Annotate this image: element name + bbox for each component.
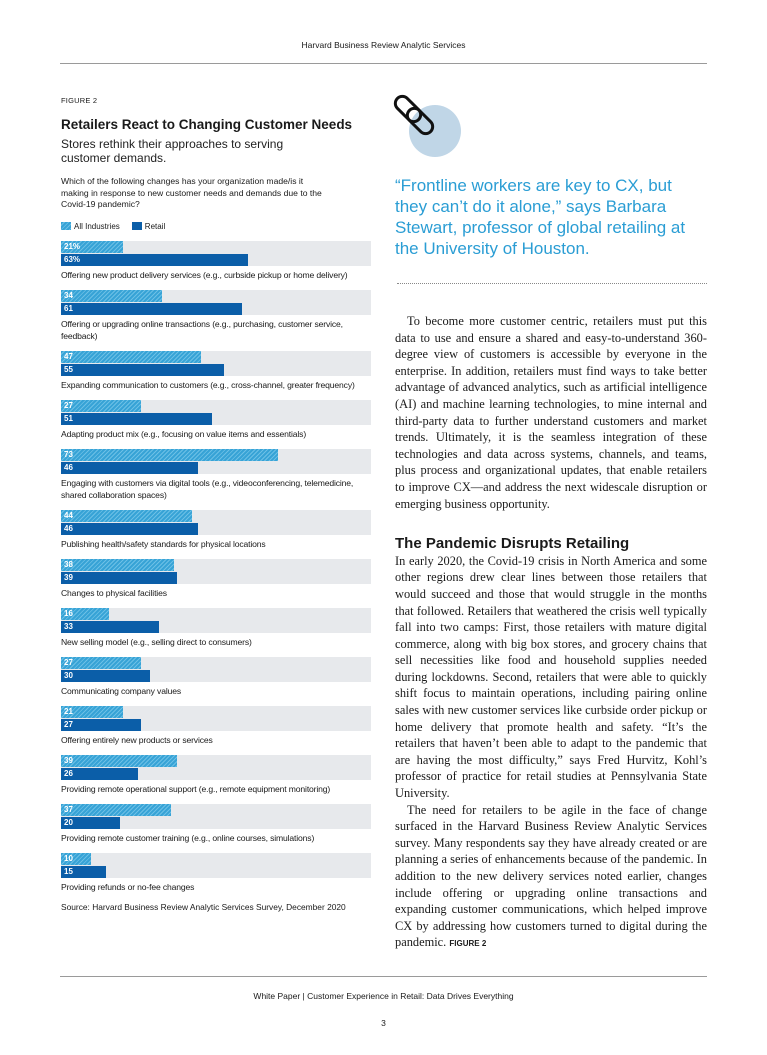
bar-all-industries: 16 — [61, 607, 109, 620]
header-rule — [60, 63, 707, 64]
category-label: Providing remote operational support (e.… — [61, 783, 331, 794]
bar-retail: 61 — [61, 302, 243, 315]
chart-row: 21 27 Offering entirely new products or se… — [61, 705, 373, 746]
bar-retail: 46 — [61, 522, 198, 535]
bar-retail: 51 — [61, 412, 213, 425]
bar-track: 10 15 — [61, 852, 371, 878]
bar-track: 27 30 — [61, 656, 371, 682]
chart-row: 10 15 Providing refunds or no-fee changes — [61, 852, 373, 893]
bar-all-industries: 21 — [61, 705, 124, 718]
chart-row: 16 33 New selling model (e.g., selling dir… — [61, 607, 373, 648]
category-label: Communicating company values — [61, 685, 181, 696]
category-label: Engaging with customers via digital tool… — [61, 477, 354, 500]
chart-subtitle: Stores rethink their approaches to servi… — [61, 137, 284, 165]
category-label: Adapting product mix (e.g., focusing on … — [61, 428, 307, 439]
category-label: New selling model (e.g., selling direct … — [61, 636, 252, 647]
bar-retail: 15 — [61, 865, 106, 878]
chart-row: 44 46 Publishing health/safety standards f… — [61, 509, 373, 550]
bar-retail: 46 — [61, 461, 198, 474]
bar-retail: 26 — [61, 767, 139, 780]
bar-all-industries: 21% — [61, 240, 124, 253]
bar-track: 38 39 — [61, 558, 371, 584]
bar-all-industries: 39 — [61, 754, 177, 767]
category-label: Expanding communication to customers (e.… — [61, 379, 355, 390]
article-body: To become more customer centric, retaile… — [395, 313, 707, 953]
figure-label: FIGURE 2 — [61, 96, 98, 105]
bar-track: 47 55 — [61, 350, 371, 376]
pull-quote: “Frontline workers are key to CX, but th… — [395, 176, 686, 258]
bar-track: 73 46 — [61, 448, 371, 474]
bar-track: 21% 63% — [61, 240, 371, 266]
bar-retail: 55 — [61, 363, 225, 376]
bar-all-industries: 47 — [61, 350, 201, 363]
chain-link-icon — [393, 94, 461, 157]
bar-all-industries: 27 — [61, 399, 142, 412]
chart-row: 47 55 Expanding communication to customers… — [61, 350, 373, 391]
bar-retail: 63% — [61, 253, 249, 266]
bar-all-industries: 44 — [61, 509, 192, 522]
bar-all-industries: 34 — [61, 289, 162, 302]
category-label: Offering or upgrading online transaction… — [61, 318, 343, 341]
running-header: Harvard Business Review Analytic Service… — [301, 40, 466, 50]
bar-all-industries: 10 — [61, 852, 91, 865]
legend-retail: Retail — [131, 222, 165, 231]
category-label: Providing refunds or no-fee changes — [61, 881, 195, 892]
bar-retail: 20 — [61, 816, 121, 829]
chart-row: 27 51 Adapting product mix (e.g., focusing… — [61, 399, 373, 440]
chart-row: 34 61 Offering or upgrading online transac… — [61, 289, 373, 342]
bar-track: 16 33 — [61, 607, 371, 633]
bar-retail: 33 — [61, 620, 159, 633]
paragraph: To become more customer centric, retaile… — [395, 314, 707, 511]
category-label: Publishing health/safety standards for p… — [61, 538, 266, 549]
section-heading: The Pandemic Disrupts Retailing — [395, 535, 630, 553]
page-number: 3 — [381, 1018, 386, 1028]
bar-chart: 21% 63% Offering new product delivery serv… — [61, 240, 373, 893]
bar-track: 34 61 — [61, 289, 371, 315]
figure: FIGURE 2 Retailers React to Changing Cus… — [61, 96, 373, 912]
legend-swatch — [61, 222, 71, 231]
chart-row: 39 26 Providing remote operational support… — [61, 754, 373, 795]
chart-row: 27 30 Communicating company values — [61, 656, 373, 697]
bar-retail: 30 — [61, 669, 151, 682]
survey-question: Which of the following changes has your … — [61, 176, 322, 209]
chart-title: Retailers React to Changing Customer Nee… — [61, 117, 353, 132]
bar-all-industries: 27 — [61, 656, 142, 669]
chart-row: 21% 63% Offering new product delivery serv… — [61, 240, 373, 281]
category-label: Providing remote customer training (e.g.… — [61, 832, 315, 843]
chart-row: 37 20 Providing remote customer training (… — [61, 803, 373, 844]
category-label: Changes to physical facilities — [61, 587, 167, 598]
quote-divider — [397, 283, 707, 284]
bar-all-industries: 38 — [61, 558, 174, 571]
category-label: Offering new product delivery services (… — [61, 269, 348, 280]
bar-track: 39 26 — [61, 754, 371, 780]
chart-row: 73 46 Engaging with customers via digital … — [61, 448, 373, 501]
bar-all-industries: 73 — [61, 448, 278, 461]
bar-track: 27 51 — [61, 399, 371, 425]
bar-all-industries: 37 — [61, 803, 171, 816]
figure-reference: FIGURE 2 — [449, 939, 487, 949]
category-label: Offering entirely new products or servic… — [61, 734, 213, 745]
bar-track: 21 27 — [61, 705, 371, 731]
legend: All Industries Retail — [61, 222, 373, 231]
footer: White Paper | Customer Experience in Ret… — [253, 991, 514, 1001]
chart-source: Source: Harvard Business Review Analytic… — [61, 901, 346, 912]
paragraph: The need for retailers to be agile in th… — [395, 802, 707, 950]
bar-retail: 27 — [61, 718, 142, 731]
chart-row: 38 39 Changes to physical facilities — [61, 558, 373, 599]
legend-all-industries: All Industries — [61, 222, 120, 231]
legend-swatch — [131, 222, 142, 231]
bar-retail: 39 — [61, 571, 177, 584]
paragraph: In early 2020, the Covid-19 crisis in No… — [395, 553, 707, 801]
bar-track: 44 46 — [61, 509, 371, 535]
footer-rule — [60, 976, 707, 977]
bar-track: 37 20 — [61, 803, 371, 829]
